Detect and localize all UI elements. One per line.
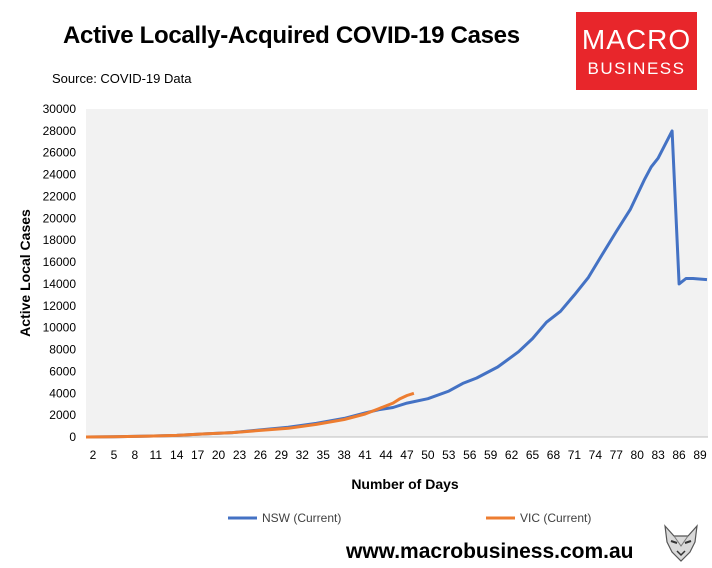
x-tick-label: 71 — [568, 448, 582, 462]
x-tick-label: 74 — [589, 448, 603, 462]
series-line-vic — [85, 391, 415, 439]
x-tick-label: 14 — [170, 448, 184, 462]
y-tick-label: 20000 — [43, 211, 77, 225]
x-tick-label: 89 — [693, 448, 707, 462]
y-tick-label: 28000 — [43, 124, 77, 138]
x-tick-label: 32 — [296, 448, 310, 462]
y-tick-label: 16000 — [43, 255, 77, 269]
y-tick-label: 8000 — [49, 343, 76, 357]
website-url: www.macrobusiness.com.au — [346, 540, 634, 563]
x-tick-label: 23 — [233, 448, 247, 462]
logo-line-1: MACRO — [581, 24, 692, 55]
x-tick-label: 59 — [484, 448, 498, 462]
x-tick-label: 2 — [90, 448, 97, 462]
source-note: Source: COVID-19 Data — [52, 71, 192, 86]
logo-line-2: BUSINESS — [587, 59, 686, 78]
y-tick-label: 2000 — [49, 408, 76, 422]
y-tick-label: 6000 — [49, 364, 76, 378]
x-tick-label: 11 — [150, 448, 163, 462]
wolf-icon — [660, 522, 702, 564]
x-tick-label: 50 — [421, 448, 435, 462]
x-tick-label: 56 — [463, 448, 477, 462]
x-tick-label: 8 — [131, 448, 138, 462]
y-tick-label: 10000 — [43, 321, 77, 335]
y-tick-label: 4000 — [49, 386, 76, 400]
y-axis-title: Active Local Cases — [17, 209, 33, 337]
y-tick-label: 12000 — [43, 299, 77, 313]
y-tick-label: 14000 — [43, 277, 77, 291]
y-tick-label: 24000 — [43, 168, 77, 182]
y-tick-label: 0 — [69, 430, 76, 444]
chart-title: Active Locally-Acquired COVID-19 Cases — [63, 22, 520, 49]
y-axis: 0 2000 4000 6000 8000 10000 12000 14000 16000 180… — [43, 102, 77, 444]
x-axis: 2 5 8 11 14 17 20 23 26 29 32 35 38 41 44 47 50 53 56 59 62 6… — [90, 448, 707, 462]
x-tick-label: 20 — [212, 448, 226, 462]
x-axis-title: Number of Days — [351, 476, 459, 492]
y-tick-label: 26000 — [43, 146, 77, 160]
x-tick-label: 53 — [442, 448, 456, 462]
y-tick-label: 22000 — [43, 189, 77, 203]
x-tick-label: 35 — [317, 448, 331, 462]
x-tick-label: 26 — [254, 448, 268, 462]
macrobusiness-logo: MACRO BUSINESS — [576, 12, 697, 90]
y-tick-label: 18000 — [43, 233, 77, 247]
x-tick-label: 5 — [111, 448, 118, 462]
x-tick-label: 44 — [379, 448, 393, 462]
x-tick-label: 86 — [672, 448, 686, 462]
x-tick-label: 38 — [337, 448, 351, 462]
x-tick-label: 77 — [610, 448, 624, 462]
x-tick-label: 17 — [191, 448, 205, 462]
x-tick-label: 41 — [358, 448, 372, 462]
x-tick-label: 65 — [526, 448, 540, 462]
legend-nsw-label: NSW (Current) — [262, 511, 341, 525]
x-tick-label: 68 — [547, 448, 561, 462]
plot-area — [86, 109, 708, 437]
x-tick-label: 83 — [651, 448, 665, 462]
x-tick-label: 80 — [631, 448, 645, 462]
x-tick-label: 29 — [275, 448, 289, 462]
series-group — [85, 129, 708, 439]
legend: NSW (Current) VIC (Current) — [228, 511, 591, 525]
y-tick-label: 30000 — [43, 102, 77, 116]
x-tick-label: 47 — [400, 448, 414, 462]
legend-vic-label: VIC (Current) — [520, 511, 591, 525]
x-tick-label: 62 — [505, 448, 519, 462]
